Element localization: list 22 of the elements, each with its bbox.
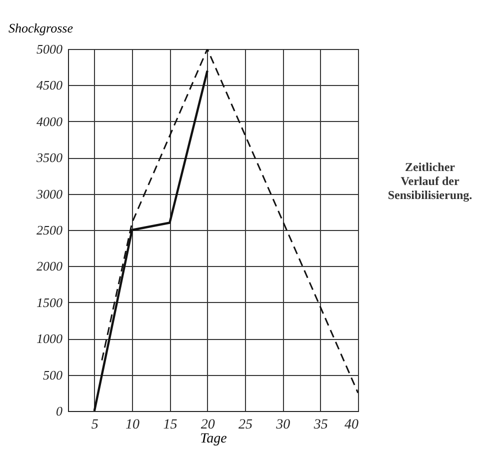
y-tick-label: 500 bbox=[43, 367, 63, 382]
y-tick-label: 3500 bbox=[36, 150, 63, 166]
y-tick-label: 4500 bbox=[36, 78, 63, 93]
y-tick-label: 0 bbox=[56, 404, 63, 418]
x-tick-label: 40 bbox=[344, 418, 358, 432]
x-tick-label: 30 bbox=[275, 418, 290, 432]
x-tick-label: 35 bbox=[312, 418, 328, 432]
x-tick-label: 25 bbox=[238, 418, 253, 432]
x-tick-label: 15 bbox=[163, 418, 178, 432]
y-tick-label: 1500 bbox=[36, 294, 63, 310]
y-tick-label: 1000 bbox=[36, 331, 63, 346]
x-tick-label: 5 bbox=[91, 418, 98, 432]
x-tick-label: 10 bbox=[126, 418, 140, 432]
y-tick-label: 2500 bbox=[36, 222, 63, 238]
y-tick-label: 5000 bbox=[36, 42, 63, 56]
x-axis-title: Tage bbox=[200, 432, 227, 446]
text: Zeitlicher Verlauf der Sensibilisierung. bbox=[386, 160, 474, 202]
y-axis-title: Shockgrosse bbox=[8, 20, 74, 36]
y-tick-label: 2000 bbox=[36, 258, 63, 274]
x-tick-label: 20 bbox=[200, 418, 215, 432]
y-tick-label: 4000 bbox=[36, 114, 63, 129]
y-tick-label: 3000 bbox=[36, 186, 63, 202]
